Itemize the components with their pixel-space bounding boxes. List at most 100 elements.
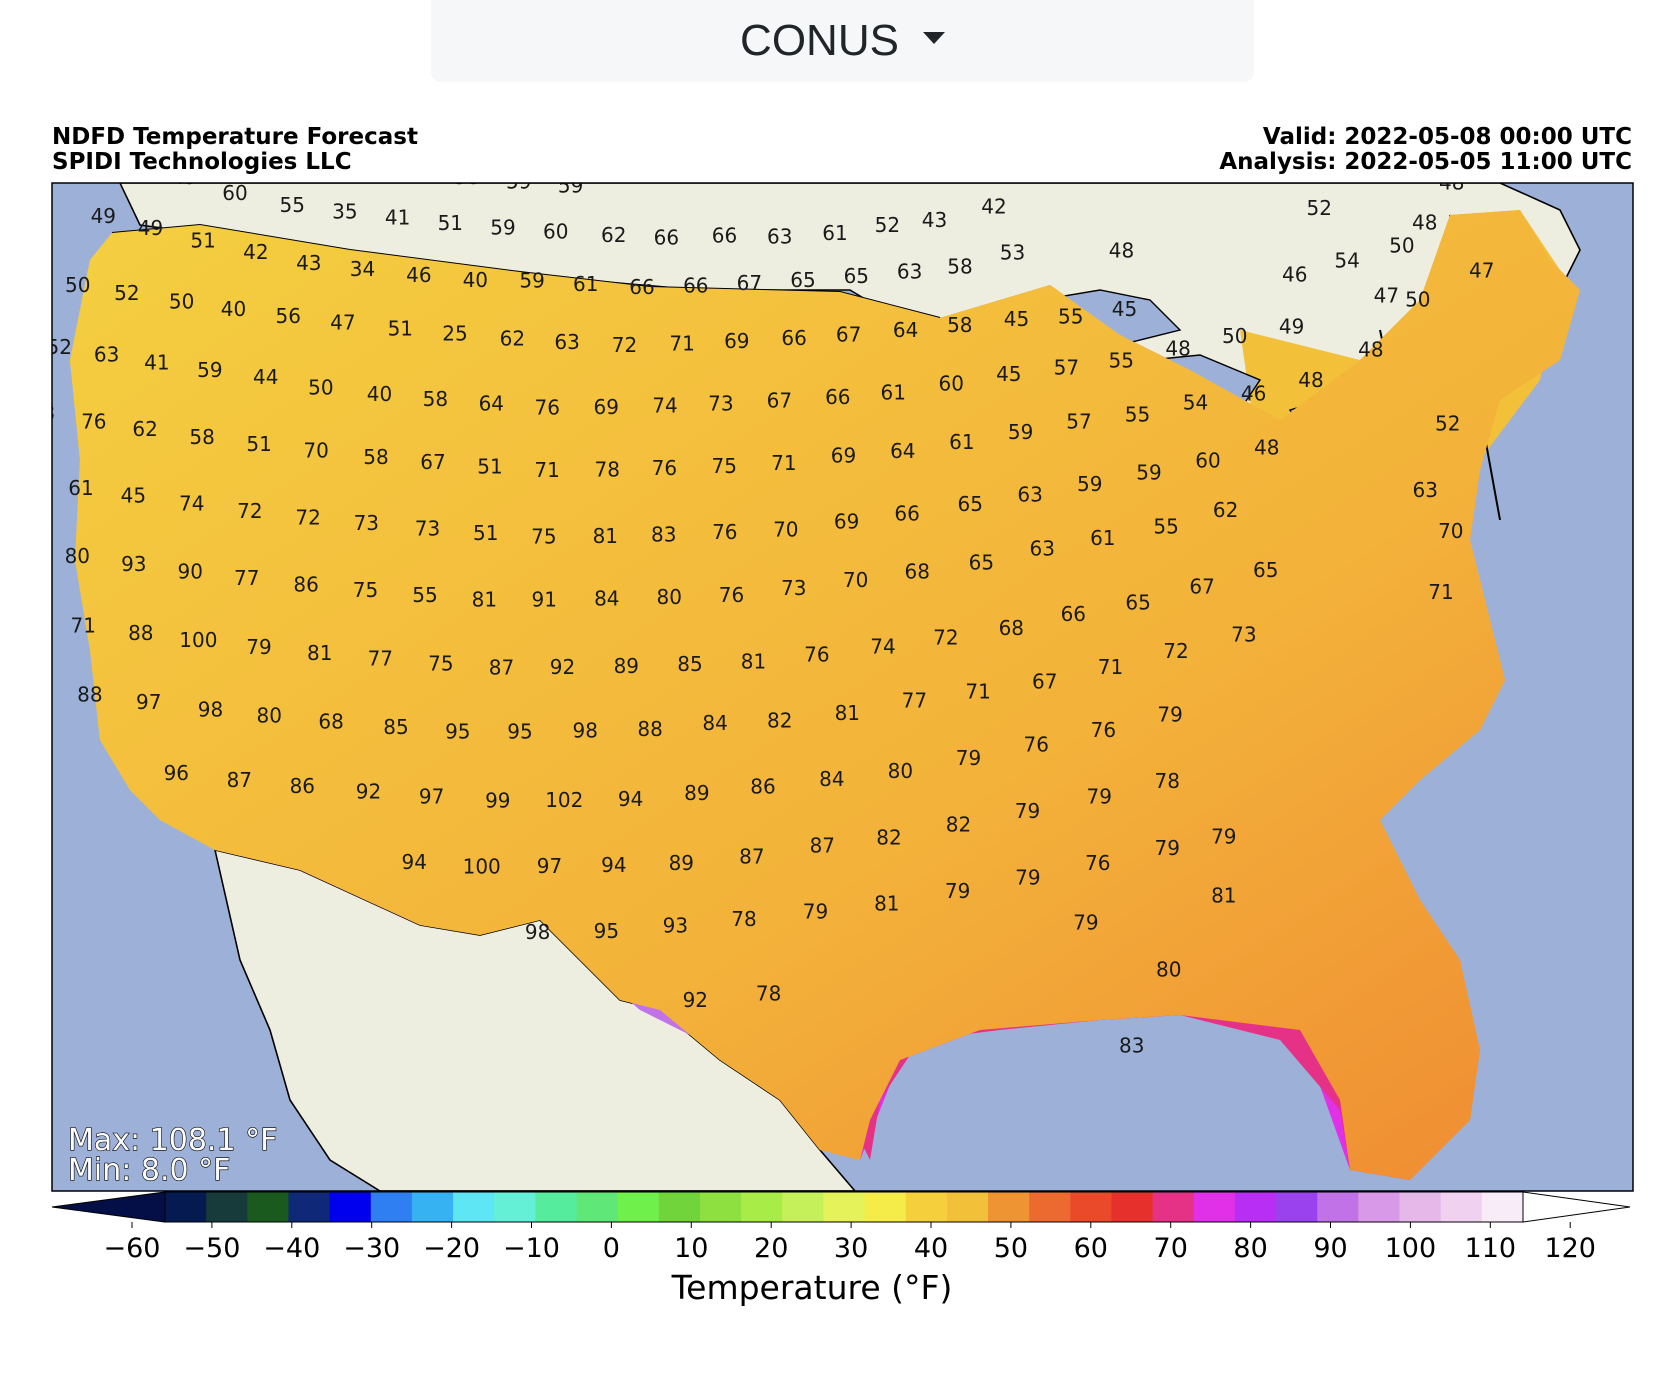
temperature-label: 94 <box>601 853 626 877</box>
temperature-label: 95 <box>507 719 532 743</box>
temperature-label: 66 <box>654 225 679 249</box>
temperature-label: 93 <box>121 552 146 576</box>
temperature-label: 78 <box>756 981 781 1005</box>
colorbar-bin <box>576 1192 619 1222</box>
temperature-label: 60 <box>22 675 47 699</box>
temperature-label: 81 <box>835 701 860 725</box>
temperature-label: 78 <box>594 458 619 482</box>
temperature-label: 69 <box>593 395 618 419</box>
colorbar-bin <box>1440 1192 1483 1222</box>
colorbar-bin <box>1234 1192 1277 1222</box>
colorbar-bin <box>1317 1192 1359 1222</box>
temperature-label: 76 <box>712 520 737 544</box>
temperature-label: 73 <box>708 391 733 415</box>
max-temperature: Max: 108.1 °F <box>68 1123 277 1158</box>
region-selector-label: CONUS <box>740 16 899 65</box>
temperature-label: 87 <box>810 833 835 857</box>
temperature-label: 40 <box>221 297 246 321</box>
temperature-label: 72 <box>1163 639 1188 663</box>
temperature-label: 46 <box>1241 381 1266 405</box>
colorbar-low-extend <box>51 1191 166 1223</box>
temperature-label: 98 <box>525 920 550 944</box>
colorbar-bin <box>411 1192 454 1222</box>
caret-down-icon[interactable] <box>922 32 945 44</box>
colorbar-bin <box>617 1192 660 1222</box>
temperature-label: 95 <box>445 719 470 743</box>
temperature-label: 43 <box>922 208 947 232</box>
temperature-label: 52 <box>875 213 900 237</box>
temperature-label: 65 <box>969 551 994 575</box>
temperature-label: 80 <box>1156 957 1181 981</box>
temperature-label: 65 <box>1125 591 1150 615</box>
temperature-label: 41 <box>385 206 410 230</box>
colorbar-tick-label: 50 <box>994 1233 1028 1264</box>
colorbar-bin <box>823 1192 866 1222</box>
temperature-label: 75 <box>428 651 453 675</box>
temperature-label: 80 <box>888 759 913 783</box>
temperature-label: 45 <box>121 484 146 508</box>
temperature-label: 89 <box>614 654 639 678</box>
temperature-label: 84 <box>702 711 727 735</box>
min-temperature: Min: 8.0 °F <box>68 1153 230 1188</box>
temperature-label: 44 <box>253 365 278 389</box>
temperature-label: 85 <box>383 715 408 739</box>
temperature-label: 48 <box>1358 337 1383 361</box>
colorbar-outline <box>164 1191 1524 1223</box>
temperature-label: 88 <box>637 717 662 741</box>
temperature-label: 65 <box>957 492 982 516</box>
temperature-label: 47 <box>1469 258 1494 282</box>
temperature-label: 66 <box>683 273 708 297</box>
temperature-label: 87 <box>227 768 252 792</box>
temperature-label: 66 <box>894 501 919 525</box>
colorbar-tick-label: 110 <box>1465 1233 1517 1264</box>
temperature-label: 59 <box>1136 460 1161 484</box>
colorbar-bin <box>1481 1192 1524 1222</box>
temperature-label: 63 <box>1412 478 1437 502</box>
colorbar-bin <box>699 1192 742 1222</box>
colorbar-tick-label: −10 <box>503 1233 560 1264</box>
temperature-label: 76 <box>81 409 106 433</box>
temperature-label: 81 <box>472 588 497 612</box>
temperature-label: 68 <box>904 560 929 584</box>
temperature-label: 54 <box>1183 390 1208 414</box>
temperature-label: 79 <box>945 879 970 903</box>
temperature-label: 48 <box>1165 337 1190 361</box>
temperature-label: 57 <box>1066 410 1091 434</box>
temperature-label: 97 <box>537 854 562 878</box>
region-selector-dropdown[interactable]: CONUS <box>431 0 1254 82</box>
valid-time: Valid: 2022-05-08 00:00 UTC <box>1262 124 1632 150</box>
temperature-label: 89 <box>669 851 694 875</box>
temperature-label: 87 <box>489 655 514 679</box>
temperature-label: 86 <box>750 775 775 799</box>
temperature-label: 87 <box>739 845 764 869</box>
temperature-label: 70 <box>1438 519 1463 543</box>
temperature-label: 42 <box>243 240 268 264</box>
colorbar-bin <box>658 1192 701 1222</box>
temperature-label: 80 <box>656 585 681 609</box>
temperature-label: 58 <box>189 425 214 449</box>
temperature-label: 51 <box>388 317 413 341</box>
temperature-label: 79 <box>956 746 981 770</box>
temperature-label: 34 <box>350 257 375 281</box>
temperature-label: 71 <box>669 332 694 356</box>
temperature-label: 92 <box>550 655 575 679</box>
temperature-label: 88 <box>77 683 102 707</box>
temperature-label: 83 <box>1119 1034 1144 1058</box>
colorbar-tick-label: −30 <box>343 1233 400 1264</box>
temperature-label: 59 <box>506 169 531 193</box>
map-frame <box>51 182 1634 1192</box>
temperature-label: 99 <box>485 789 510 813</box>
temperature-label: 71 <box>1428 580 1453 604</box>
temperature-label: 73 <box>781 576 806 600</box>
temperature-label: 59 <box>197 358 222 382</box>
temperature-label: 81 <box>874 892 899 916</box>
temperature-label: 73 <box>354 511 379 535</box>
temperature-label: 76 <box>804 642 829 666</box>
temperature-label: 64 <box>893 318 918 342</box>
map-title: NDFD Temperature Forecast <box>52 124 418 150</box>
temperature-label: 59 <box>519 269 544 293</box>
temperature-label: 49 <box>152 97 177 121</box>
temperature-label: 85 <box>677 652 702 676</box>
